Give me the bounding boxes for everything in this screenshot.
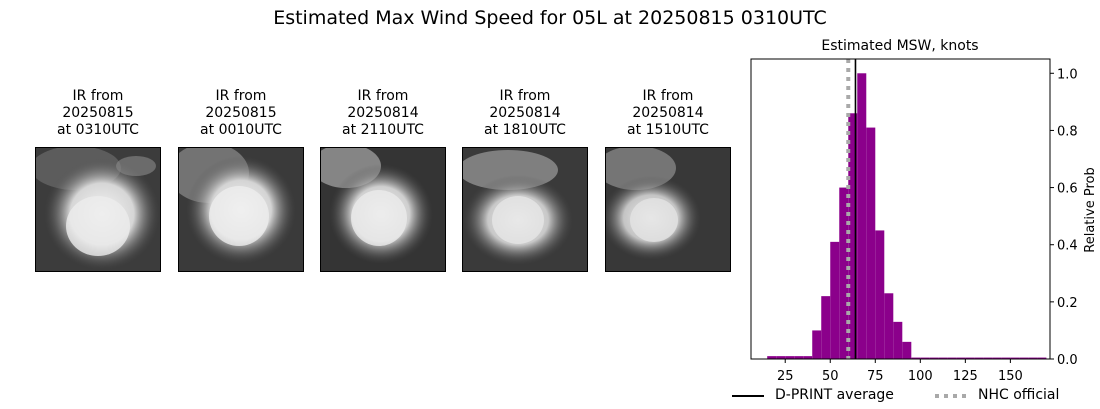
ir-caption-date: 20250814 [347, 105, 419, 121]
ir-panel-3: IR from 20250814 at 2110UTC [320, 88, 446, 272]
histogram-bar [902, 341, 912, 359]
x-tick-label: 150 [998, 369, 1023, 384]
ir-caption-date: 20250814 [489, 105, 561, 121]
y-tick-label: 0.0 [1057, 353, 1078, 368]
histogram-bar [974, 357, 984, 359]
histogram-bar [875, 230, 885, 359]
histogram-bar [857, 73, 867, 360]
y-tick-label: 0.8 [1057, 124, 1078, 139]
histogram-bar [821, 296, 831, 359]
chart-legend: D-PRINT average NHC official [730, 386, 1090, 408]
ir-caption-time: at 0310UTC [57, 122, 139, 138]
ir-panel-caption: IR from 20250815 at 0010UTC [178, 88, 304, 142]
ir-caption-line: IR from [215, 88, 267, 104]
histogram-bar [956, 357, 966, 359]
ir-panel-caption: IR from 20250814 at 1810UTC [462, 88, 588, 142]
histogram-bar [848, 113, 858, 360]
histogram-bar [929, 357, 939, 359]
ir-caption-time: at 0010UTC [200, 122, 282, 138]
ir-caption-line: IR from [499, 88, 551, 104]
histogram-bar [1028, 357, 1038, 359]
histogram-bar [1037, 357, 1047, 359]
histogram-bar [920, 357, 930, 359]
histogram-bar [1010, 357, 1020, 359]
x-tick-label: 50 [822, 369, 839, 384]
histogram-bar [911, 357, 921, 359]
histogram-bar [992, 357, 1002, 359]
histogram-bar [1001, 357, 1011, 359]
ir-satellite-image [462, 147, 588, 272]
ir-caption-line: IR from [72, 88, 124, 104]
chart-title: Estimated MSW, knots [821, 38, 978, 54]
y-tick-label: 1.0 [1057, 67, 1078, 82]
ir-caption-date: 20250814 [632, 105, 704, 121]
y-tick-label: 0.2 [1057, 296, 1078, 311]
y-axis-label: Relative Prob [1083, 167, 1098, 252]
legend-swatch-nhc [935, 394, 967, 398]
histogram-bar [938, 357, 948, 359]
histogram-bar [839, 187, 849, 359]
ir-panel-caption: IR from 20250814 at 2110UTC [320, 88, 446, 142]
ir-panel-caption: IR from 20250815 at 0310UTC [35, 88, 161, 142]
histogram-bar [830, 241, 840, 359]
y-tick-label: 0.6 [1057, 182, 1078, 197]
legend-label-nhc: NHC official [978, 387, 1060, 403]
histogram-bar [884, 293, 894, 359]
x-tick-label: 125 [953, 369, 978, 384]
histogram-bar [785, 356, 795, 359]
ir-caption-date: 20250815 [205, 105, 277, 121]
ir-panel-5: IR from 20250814 at 1510UTC [605, 88, 731, 272]
y-tick-label: 0.4 [1057, 239, 1078, 254]
ir-satellite-image [605, 147, 731, 272]
histogram-bar [983, 357, 993, 359]
ir-caption-time: at 1510UTC [627, 122, 709, 138]
legend-swatch-dprint [732, 395, 764, 397]
legend-label-dprint: D-PRINT average [775, 387, 894, 403]
histogram-bar [812, 330, 822, 359]
ir-caption-time: at 1810UTC [484, 122, 566, 138]
histogram-bar [947, 357, 957, 359]
histogram-bar [965, 357, 975, 359]
ir-satellite-image [35, 147, 161, 272]
ir-panel-1: IR from 20250815 at 0310UTC [35, 88, 161, 272]
ir-panel-2: IR from 20250815 at 0010UTC [178, 88, 304, 272]
ir-caption-date: 20250815 [62, 105, 134, 121]
x-tick-label: 100 [908, 369, 933, 384]
ir-satellite-image [178, 147, 304, 272]
histogram-bar [1019, 357, 1029, 359]
histogram-bar [794, 356, 804, 359]
ir-panel-4: IR from 20250814 at 1810UTC [462, 88, 588, 272]
figure-title: Estimated Max Wind Speed for 05L at 2025… [273, 7, 827, 29]
ir-panel-caption: IR from 20250814 at 1510UTC [605, 88, 731, 142]
ir-satellite-image [320, 147, 446, 272]
histogram-bar [767, 356, 777, 359]
histogram-bar [776, 356, 786, 359]
histogram-bar [893, 321, 903, 359]
histogram-bar [866, 127, 876, 359]
ir-caption-line: IR from [642, 88, 694, 104]
x-tick-label: 75 [867, 369, 884, 384]
x-tick-label: 25 [777, 369, 794, 384]
ir-caption-time: at 2110UTC [342, 122, 424, 138]
ir-caption-line: IR from [357, 88, 409, 104]
histogram-bar [803, 356, 813, 359]
plot-frame [750, 58, 1051, 360]
